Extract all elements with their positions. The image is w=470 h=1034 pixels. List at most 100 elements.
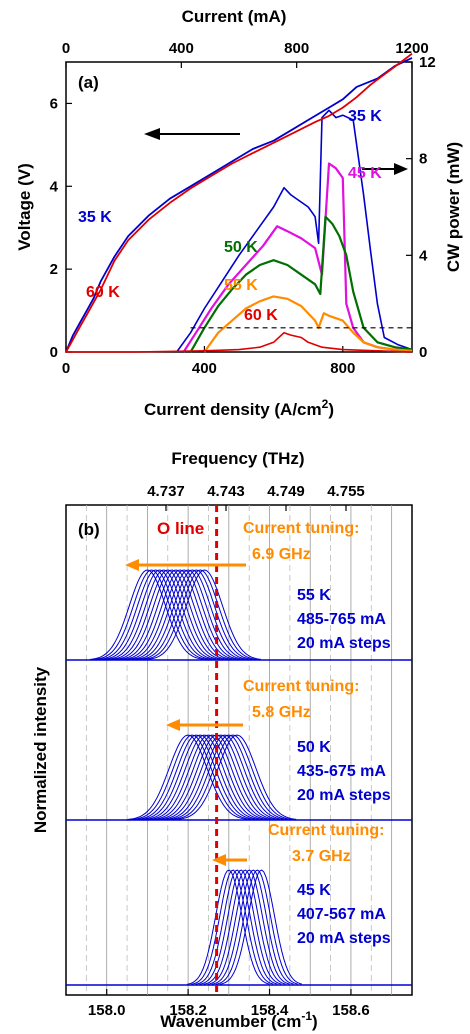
tuning-title: Current tuning:	[243, 520, 359, 537]
group-temp: 45 K	[297, 882, 331, 899]
x-title-b-unit: (cm	[271, 1012, 301, 1031]
arrow-left-head	[144, 128, 160, 140]
spectrum-peak	[139, 734, 260, 820]
spectrum-peak	[195, 869, 278, 985]
spectrum-peak	[130, 569, 245, 660]
top-tick-label-a: 0	[62, 40, 70, 57]
x-axis-title-a: Current density (A/cm2)	[144, 397, 334, 419]
y-right-tick-label: 8	[419, 151, 427, 168]
label-p50: 50 K	[224, 239, 258, 256]
spectrum-peak	[131, 734, 252, 820]
tuning-value: 3.7 GHz	[292, 848, 351, 865]
y-left-tick-label: 2	[50, 261, 58, 278]
y-right-tick-label: 0	[419, 344, 427, 361]
y-axis-title-b: Normalized intensity	[31, 666, 50, 833]
x-title-b-sup: -1	[301, 1009, 312, 1023]
spectrum-peak	[211, 869, 294, 985]
series-line-50k	[189, 215, 413, 353]
x-tick-label-b: 158.2	[169, 1002, 207, 1019]
top-tick-labels: 0 400 800 1200	[62, 40, 429, 68]
x-tick-label-b: 158.4	[251, 1002, 289, 1019]
label-p35: 35 K	[348, 108, 382, 125]
spectrum-peak	[215, 869, 298, 985]
panel-label-b: (b)	[78, 520, 100, 539]
panel-a: Current (mA) 0 400 800 1200 0 400 800 0 2 4 6 0 4 8 1…	[15, 7, 463, 419]
spectrum-peak	[135, 734, 256, 820]
series-line-60k	[66, 331, 413, 353]
panel-b: Frequency (THz) 4.737 4.743 4.749 4.755 158…	[31, 449, 413, 1031]
top-tick-label-b: 4.749	[267, 483, 305, 500]
x-title-a-unit: (A/cm	[274, 400, 321, 419]
x-tick-label-b: 158.6	[332, 1002, 370, 1019]
x-tick-label-a: 800	[330, 360, 355, 377]
spectrum-peak	[172, 734, 293, 820]
group-annotations: Current tuning: 6.9 GHz 55 K 485-765 mA 20 m…	[125, 520, 391, 947]
y-right-tick-label: 12	[419, 54, 436, 71]
axis-ticks-b: 158.0 158.2 158.4 158.6	[88, 989, 370, 1019]
arrow-right-head	[394, 163, 408, 175]
plot-frame-b	[65, 504, 413, 996]
tuning-title: Current tuning:	[243, 678, 359, 695]
group-step: 20 mA steps	[297, 930, 391, 947]
y-left-tick-label: 6	[50, 95, 58, 112]
y-right-title: CW power (mW)	[444, 142, 463, 272]
series-line-35k	[176, 109, 413, 353]
tuning-value: 6.9 GHz	[252, 546, 311, 563]
spectrum-peak	[219, 869, 302, 985]
top-tick-label-b: 4.755	[327, 483, 365, 500]
tuning-arrow-head	[125, 559, 139, 571]
group-current: 485-765 mA	[297, 611, 386, 628]
x-tick-label-b: 158.0	[88, 1002, 126, 1019]
spectrum-peak	[114, 569, 229, 660]
x-title-a-sup: 2	[322, 397, 329, 411]
top-tick-label-b: 4.737	[147, 483, 185, 500]
spectrum-peak	[176, 734, 297, 820]
grid-b	[85, 505, 393, 995]
spectrum-peak	[187, 869, 270, 985]
label-p45: 45 K	[348, 165, 382, 182]
x-title-a-main: Current density	[144, 400, 270, 419]
spectrum-peak	[106, 569, 221, 660]
spectrum-peak	[146, 569, 261, 660]
o-line-label: O line	[157, 519, 204, 538]
plot-frame-a	[65, 61, 413, 353]
x-title-a-suffix: )	[328, 400, 334, 419]
spectrum-peak	[191, 869, 274, 985]
panel-label-a: (a)	[78, 73, 99, 92]
tuning-value: 5.8 GHz	[252, 704, 311, 721]
spectrum-peak	[101, 569, 217, 660]
group-step: 20 mA steps	[297, 787, 391, 804]
label-v60: 60 K	[86, 284, 120, 301]
spectrum-peak	[143, 734, 264, 820]
x-tick-label-a: 0	[62, 360, 70, 377]
y-left-tick-label: 4	[50, 178, 59, 195]
group-temp: 55 K	[297, 587, 331, 604]
top-tick-label-a: 800	[284, 40, 309, 57]
spectrum-peak	[93, 569, 208, 660]
top-axis-title-b: Frequency (THz)	[171, 449, 304, 468]
tuning-arrow-head	[166, 719, 180, 731]
series-line-60k	[65, 52, 413, 353]
spectrum-peak	[151, 734, 272, 820]
top-tick-labels-b: 4.737 4.743 4.749 4.755	[147, 483, 365, 511]
series-line-45k	[182, 162, 413, 353]
spectrum-peak	[142, 569, 257, 660]
spectrum-peak	[199, 869, 282, 985]
y-left-tick-label: 0	[50, 344, 58, 361]
x-axis-title-b: Wavenumber (cm-1)	[160, 1009, 317, 1031]
x-title-b-main: Wavenumber	[160, 1012, 267, 1031]
spectrum-peak	[147, 734, 268, 820]
spectrum-peak	[163, 734, 285, 820]
series-lines-a	[65, 52, 413, 353]
y-right-tick-label: 4	[419, 247, 428, 264]
spectrum-peak	[126, 569, 241, 660]
tuning-arrow-head	[212, 854, 226, 866]
group-current: 407-567 mA	[297, 906, 386, 923]
label-p55: 55 K	[224, 277, 258, 294]
group-current: 435-675 mA	[297, 763, 386, 780]
series-line-35k	[65, 57, 413, 353]
spectrum-peak	[167, 734, 289, 820]
group-step: 20 mA steps	[297, 635, 391, 652]
spectrum-peak	[110, 569, 225, 660]
